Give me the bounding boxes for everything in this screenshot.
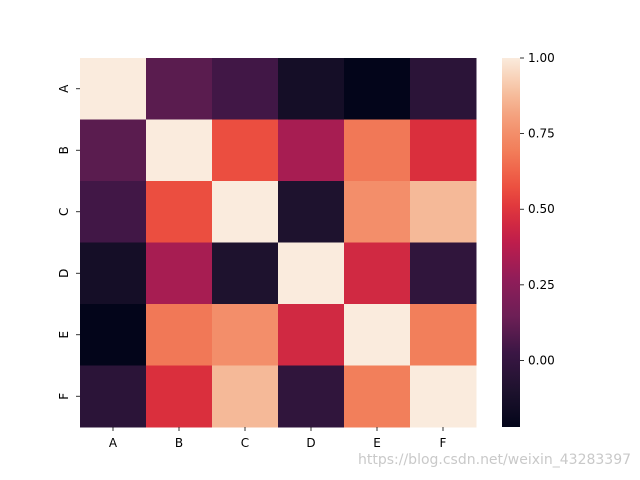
x-axis-ticks: A B C D E F (109, 427, 447, 450)
heatmap-cell-B-B (146, 119, 213, 182)
heatmap-cell-F-F (410, 365, 477, 428)
heatmap-cell-B-F (410, 119, 477, 182)
heatmap-cells (80, 58, 477, 428)
colorbar-ticks: 1.00 0.75 0.50 0.25 0.00 (520, 51, 555, 367)
heatmap-cell-D-B (146, 242, 213, 305)
heatmap-cell-A-B (146, 58, 213, 120)
heatmap-cell-E-E (344, 304, 411, 366)
colorbar-tick-label: 0.75 (528, 127, 555, 141)
x-tick-label: B (175, 436, 183, 450)
y-tick-label: A (57, 84, 71, 93)
x-tick-label: D (306, 436, 315, 450)
heatmap-cell-C-B (146, 181, 213, 243)
y-tick-label: B (57, 146, 71, 154)
heatmap-cell-A-A (80, 58, 147, 120)
x-tick-label: A (109, 436, 118, 450)
x-tick-label: F (440, 436, 447, 450)
heatmap-cell-D-E (344, 242, 411, 305)
y-tick-label: D (57, 269, 71, 278)
heatmap-cell-F-E (344, 365, 411, 428)
heatmap-cell-F-B (146, 365, 213, 428)
heatmap-cell-F-D (278, 365, 345, 428)
heatmap-cell-B-D (278, 119, 345, 182)
heatmap-cell-C-F (410, 181, 477, 243)
heatmap-cell-A-D (278, 58, 345, 120)
x-tick-label: C (241, 436, 249, 450)
heatmap-cell-F-C (212, 365, 279, 428)
heatmap-cell-D-F (410, 242, 477, 305)
heatmap-cell-F-A (80, 365, 147, 428)
y-tick-label: C (57, 208, 71, 216)
heatmap-cell-C-D (278, 181, 345, 243)
heatmap-cell-B-A (80, 119, 147, 182)
heatmap-cell-C-C (212, 181, 279, 243)
heatmap-cell-D-A (80, 242, 147, 305)
heatmap-cell-E-C (212, 304, 279, 366)
heatmap-cell-E-F (410, 304, 477, 366)
heatmap-cell-A-C (212, 58, 279, 120)
colorbar-tick-label: 0.50 (528, 202, 555, 216)
y-axis-ticks: A B C D E F (57, 84, 80, 400)
heatmap-cell-B-C (212, 119, 279, 182)
heatmap-cell-C-E (344, 181, 411, 243)
heatmap-cell-B-E (344, 119, 411, 182)
heatmap-cell-D-D (278, 242, 345, 305)
colorbar-tick-label: 0.00 (528, 353, 555, 367)
heatmap-cell-E-B (146, 304, 213, 366)
heatmap-cell-C-A (80, 181, 147, 243)
colorbar-tick-label: 0.25 (528, 278, 555, 292)
y-tick-label: E (57, 331, 71, 339)
colorbar-tick-label: 1.00 (528, 51, 555, 65)
heatmap-cell-D-C (212, 242, 279, 305)
colorbar (502, 58, 520, 427)
x-tick-label: E (373, 436, 381, 450)
heatmap-cell-A-F (410, 58, 477, 120)
heatmap-cell-E-D (278, 304, 345, 366)
heatmap-cell-E-A (80, 304, 147, 366)
heatmap-cell-A-E (344, 58, 411, 120)
watermark-text: https://blog.csdn.net/weixin_43283397 (358, 452, 632, 468)
y-tick-label: F (57, 393, 71, 400)
